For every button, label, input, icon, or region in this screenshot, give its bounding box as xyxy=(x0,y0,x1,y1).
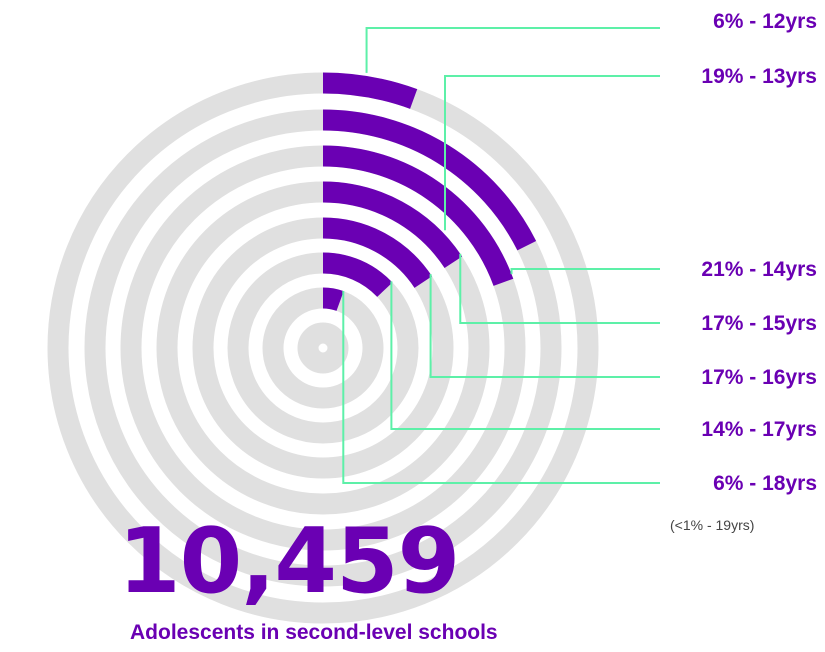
ring-bar-age-16 xyxy=(322,217,433,289)
leader-line-age-12 xyxy=(365,27,660,73)
leader-line-age-13 xyxy=(444,75,660,231)
series-label-age-14: 21% - 14yrs xyxy=(701,258,817,281)
ring-track xyxy=(297,322,349,374)
leader-line-age-14 xyxy=(510,268,660,275)
ring-bar-age-17 xyxy=(322,252,393,298)
headline-value: 10,459 xyxy=(118,509,460,614)
ring-bar-age-13 xyxy=(322,109,537,251)
series-label-age-16: 17% - 16yrs xyxy=(701,366,817,389)
footnote: (<1% - 19yrs) xyxy=(670,517,755,533)
ring-bar-age-14 xyxy=(322,145,514,286)
series-label-age-13: 19% - 13yrs xyxy=(701,65,817,88)
ring-bar-age-18 xyxy=(322,287,344,312)
series-label-age-15: 17% - 15yrs xyxy=(701,312,817,335)
headline-label: Adolescents in second-level schools xyxy=(130,621,498,644)
leader-line-age-15 xyxy=(459,253,660,324)
ring-track xyxy=(262,287,384,409)
leader-line-age-18 xyxy=(342,291,660,484)
series-label-age-12: 6% - 12yrs xyxy=(713,10,817,33)
leader-line-age-17 xyxy=(390,281,660,430)
leader-line-age-16 xyxy=(429,274,660,378)
leader-lines xyxy=(342,27,660,484)
series-label-age-17: 14% - 17yrs xyxy=(701,418,817,441)
ring-bars xyxy=(322,72,537,312)
ring-bar-age-15 xyxy=(322,181,463,269)
series-label-age-18: 6% - 18yrs xyxy=(713,472,817,495)
ring-bar-age-12 xyxy=(322,72,418,109)
